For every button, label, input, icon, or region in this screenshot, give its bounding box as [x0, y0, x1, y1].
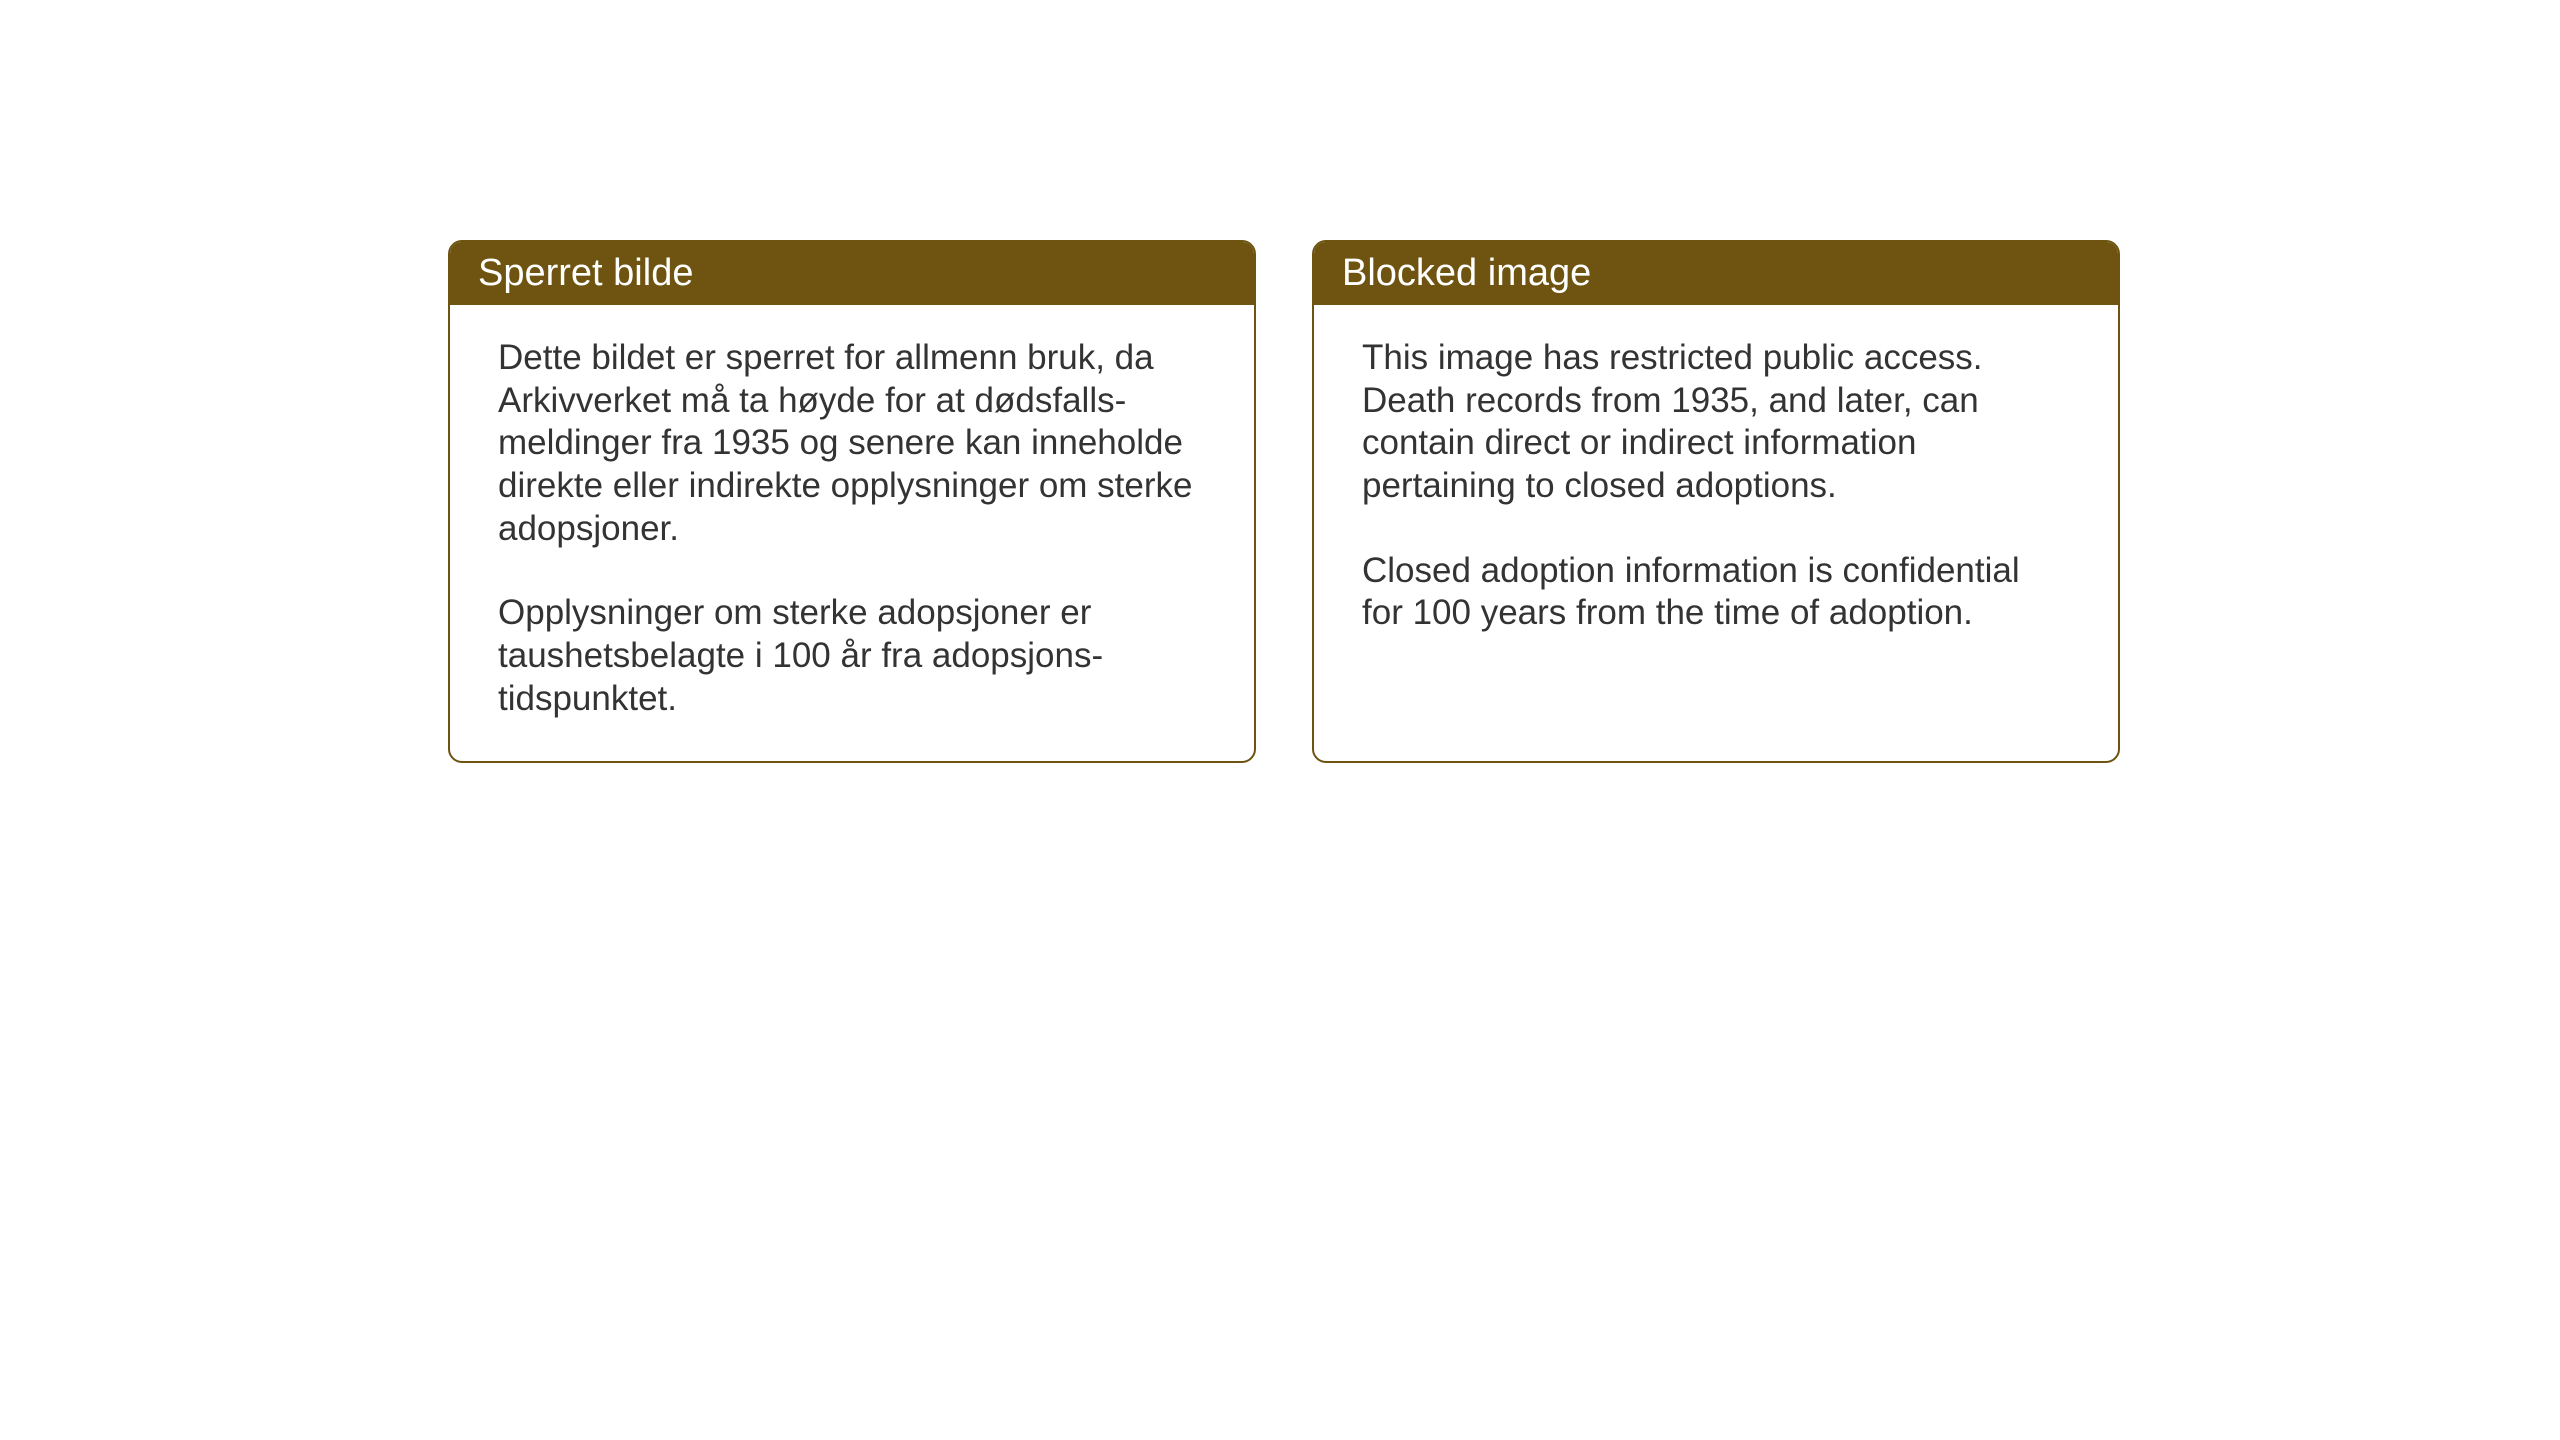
notice-container: Sperret bilde Dette bildet er sperret fo…	[448, 240, 2120, 763]
norwegian-notice-title: Sperret bilde	[450, 242, 1254, 305]
norwegian-paragraph-2: Opplysninger om sterke adopsjoner er tau…	[498, 592, 1206, 720]
english-notice-box: Blocked image This image has restricted …	[1312, 240, 2120, 763]
english-notice-title: Blocked image	[1314, 242, 2118, 305]
norwegian-paragraph-1: Dette bildet er sperret for allmenn bruk…	[498, 337, 1206, 550]
english-paragraph-2: Closed adoption information is confident…	[1362, 550, 2070, 635]
english-paragraph-1: This image has restricted public access.…	[1362, 337, 2070, 508]
english-notice-body: This image has restricted public access.…	[1314, 305, 2118, 745]
norwegian-notice-body: Dette bildet er sperret for allmenn bruk…	[450, 305, 1254, 761]
norwegian-notice-box: Sperret bilde Dette bildet er sperret fo…	[448, 240, 1256, 763]
